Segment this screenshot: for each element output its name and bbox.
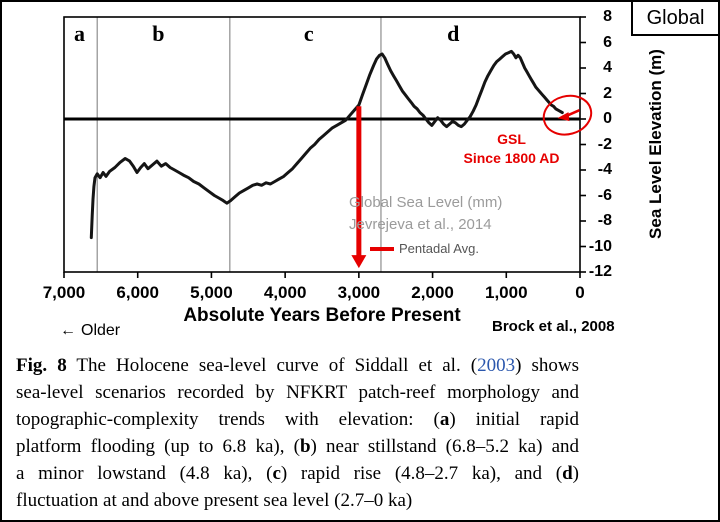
zone-label-c: c [303, 21, 314, 46]
x-tick-label: 6,000 [116, 283, 159, 302]
y-tick-label: 2 [603, 84, 612, 102]
caption-text: sea-level scenarios recorded by NFKRT pa… [16, 382, 579, 403]
gsl-annotation-line1: GSL [497, 131, 526, 147]
caption-line: sea-level scenarios recorded by NFKRT pa… [16, 379, 579, 406]
y-tick-label: -8 [597, 212, 612, 229]
x-tick-label: 2,000 [411, 283, 454, 302]
caption-bold-text: b [299, 436, 311, 457]
global-label: Global [646, 6, 705, 29]
y-tick-label: -12 [588, 263, 612, 280]
inset-source-line1: Global Sea Level (mm) [349, 194, 503, 211]
y-tick-label: 6 [603, 33, 612, 51]
gsl-annotation-label: GSL Since 1800 AD [454, 130, 569, 168]
y-tick-label: 4 [603, 59, 612, 76]
caption-bold-text: c [272, 463, 281, 484]
caption-bold-text: d [562, 463, 573, 484]
left-arrow-icon: ← [60, 322, 76, 339]
sea-level-curve [89, 49, 564, 240]
global-corner-box: Global [631, 2, 718, 36]
credit-label: Brock et al., 2008 [492, 318, 615, 335]
older-direction-label: ← Older [60, 322, 120, 340]
y-tick-label: -6 [597, 186, 612, 204]
caption-line: a minor lowstand (4.8 ka), (c) rapid ris… [16, 460, 579, 487]
caption-bold-text: a [439, 409, 450, 430]
y-tick-label: -4 [597, 161, 612, 178]
x-tick-label: 0 [575, 283, 585, 302]
chart-canvas [63, 16, 593, 278]
caption-text: platform flooding (up to 6.8 ka), ( [16, 436, 300, 457]
gsl-annotation-line2: Since 1800 AD [463, 150, 560, 166]
y-axis-title: Sea Level Elevation (m) [646, 49, 665, 239]
inset-source-text: Global Sea Level (mm) Jevrejeva et al., … [349, 192, 502, 236]
caption-line: topographic-complexity trends with eleva… [16, 406, 579, 433]
x-tick-label: 5,000 [190, 283, 233, 302]
x-tick-label: 1,000 [485, 283, 528, 302]
y-tick-label: -2 [597, 135, 612, 153]
caption-text: ) [572, 463, 579, 484]
caption-text: a minor lowstand (4.8 ka), ( [16, 463, 273, 484]
caption-text: ) shows [515, 355, 579, 376]
figure-caption: Fig. 8 The Holocene sea-level curve of S… [16, 352, 579, 514]
x-tick-label: 3,000 [337, 283, 381, 302]
caption-line: Fig. 8 The Holocene sea-level curve of S… [16, 352, 579, 379]
x-tick-label: 4,000 [263, 283, 307, 302]
y-tick-label: -10 [588, 237, 612, 255]
gsl-circle [542, 94, 593, 136]
caption-bold-text: Fig. 8 [16, 355, 67, 376]
caption-text: fluctuation at and above present sea lev… [16, 490, 413, 511]
zone-label-a: a [73, 21, 85, 46]
sea-level-chart: Absolute Years Before Present Sea Level … [2, 2, 718, 347]
gsl-arrow-icon [557, 112, 570, 122]
older-text: Older [81, 322, 121, 339]
zone-label-d: d [447, 21, 460, 46]
caption-text: ) initial rapid [449, 409, 579, 430]
inset-source-line2: Jevrejeva et al., 2014 [349, 216, 492, 233]
zone-label-b: b [152, 21, 165, 46]
y-tick-label: 0 [603, 110, 612, 127]
x-tick-label: 7,000 [42, 283, 86, 302]
pentadal-legend-label: Pentadal Avg. [399, 241, 479, 256]
caption-text: ) near stillstand (6.8–5.2 ka) and [310, 436, 579, 457]
caption-text: ) rapid rise (4.8–2.7 ka), and ( [280, 463, 563, 484]
red-down-arrow-head [351, 255, 367, 269]
caption-year-link[interactable]: 2003 [477, 355, 516, 376]
y-tick-label: 8 [603, 8, 612, 25]
caption-text: The Holocene sea-level curve of Siddall … [66, 355, 478, 376]
caption-text: topographic-complexity trends with eleva… [16, 409, 440, 430]
x-axis-title: Absolute Years Before Present [183, 305, 461, 326]
caption-line: platform flooding (up to 6.8 ka), (b) ne… [16, 433, 579, 460]
caption-line: fluctuation at and above present sea lev… [16, 487, 579, 514]
